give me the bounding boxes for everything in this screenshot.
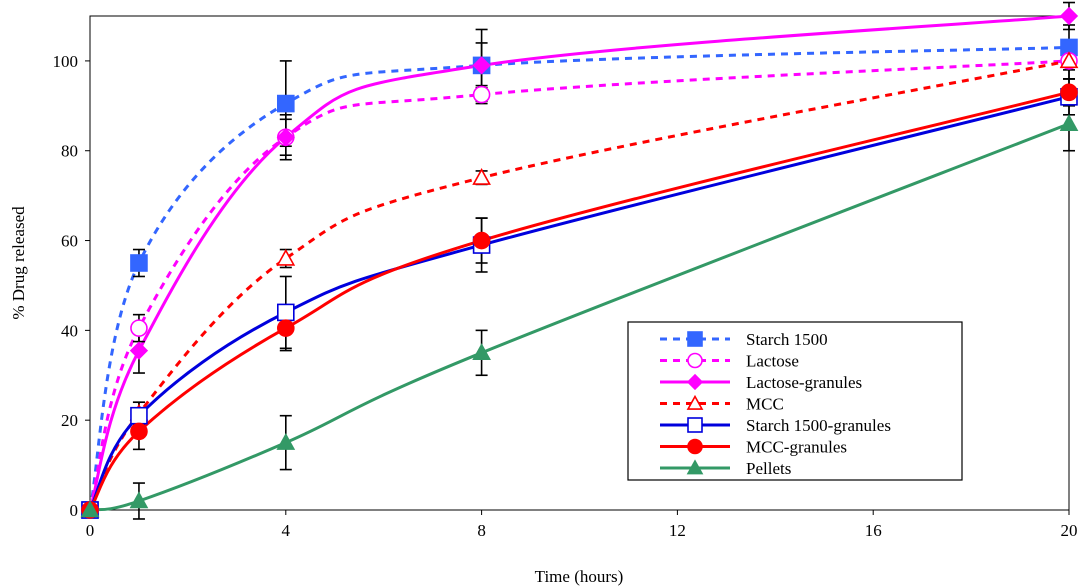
- legend-marker-lactose: [687, 352, 703, 369]
- legend-label-starch-1500-granules: Starch 1500-granules: [746, 416, 891, 435]
- data-point-pellets-1: [129, 491, 149, 509]
- legend-marker-mcc-granules: [687, 438, 703, 455]
- data-point-mcc-granules-2: [276, 319, 295, 337]
- legend-marker-starch-1500-granules: [687, 417, 703, 433]
- x-tick-label-8: 8: [477, 521, 486, 540]
- data-point-pellets-3: [472, 343, 491, 361]
- data-point-mcc-3: [472, 168, 491, 185]
- x-tick-label-16: 16: [865, 521, 882, 540]
- data-point-lactose-granules-2: [276, 128, 295, 147]
- y-tick-label-40: 40: [61, 321, 78, 340]
- data-point-pellets-0: [80, 500, 100, 518]
- x-tick-label-0: 0: [86, 521, 95, 540]
- legend-label-starch-1500: Starch 1500: [746, 330, 828, 349]
- data-point-lactose-1: [130, 319, 148, 337]
- data-point-mcc-2: [276, 248, 296, 266]
- y-tick-label-0: 0: [70, 501, 79, 520]
- legend-label-mcc-granules: MCC-granules: [746, 438, 847, 457]
- x-tick-label-20: 20: [1061, 521, 1078, 540]
- series-line-pellets: [89, 122, 1070, 512]
- data-point-mcc-4: [1059, 51, 1079, 69]
- data-point-starch-1500-granules-1: [130, 406, 148, 425]
- data-point-starch-1500-granules-2: [276, 303, 295, 322]
- x-axis-title: Time (hours): [535, 567, 624, 586]
- x-tick-label-12: 12: [669, 521, 686, 540]
- data-point-lactose-granules-3: [472, 56, 491, 75]
- y-tick-label-60: 60: [61, 232, 78, 251]
- y-tick-label-20: 20: [61, 411, 78, 430]
- y-tick-label-80: 80: [61, 142, 78, 161]
- legend: Starch 1500 Lactose Lactose-granules MCC Sta…: [627, 321, 963, 481]
- legend-marker-starch-1500: [687, 331, 703, 347]
- data-point-starch-1500-2: [276, 94, 295, 113]
- legend-marker-pellets: [686, 459, 704, 475]
- legend-box: [627, 321, 963, 481]
- series-line-starch-1500: [88, 45, 1070, 511]
- data-point-lactose-3: [472, 85, 491, 104]
- y-axis-title: % Drug released: [9, 206, 28, 320]
- legend-label-mcc: MCC: [746, 395, 784, 414]
- legend-label-lactose-granules: Lactose-granules: [746, 373, 862, 392]
- data-point-mcc-granules-1: [130, 422, 148, 441]
- data-point-starch-1500-1: [130, 254, 148, 272]
- legend-label-pellets: Pellets: [746, 459, 791, 478]
- plot-frame: [89, 15, 1070, 511]
- series-line-lactose-granules: [88, 14, 1070, 511]
- legend-marker-lactose-granules: [686, 373, 704, 391]
- series-line-lactose: [88, 59, 1070, 511]
- data-point-mcc-granules-3: [472, 231, 491, 250]
- x-tick-label-4: 4: [282, 521, 291, 540]
- y-tick-label-100: 100: [53, 52, 79, 71]
- legend-marker-mcc: [686, 394, 704, 410]
- data-point-mcc-granules-4: [1060, 83, 1078, 102]
- data-point-lactose-granules-4: [1059, 6, 1079, 26]
- data-point-lactose-granules-1: [129, 341, 149, 360]
- data-point-pellets-4: [1059, 114, 1079, 131]
- data-point-pellets-2: [276, 432, 296, 450]
- legend-label-lactose: Lactose: [746, 352, 799, 371]
